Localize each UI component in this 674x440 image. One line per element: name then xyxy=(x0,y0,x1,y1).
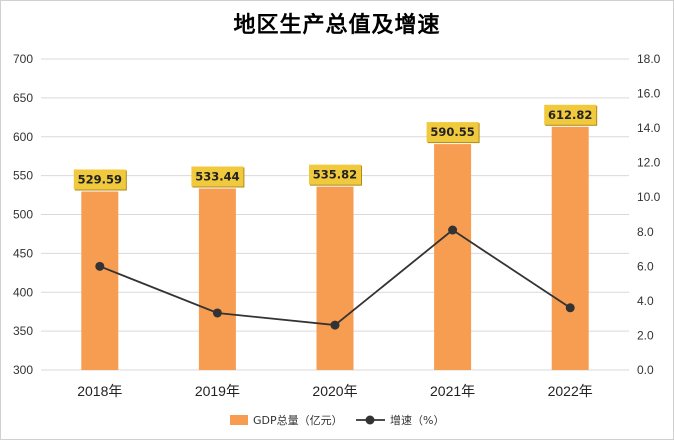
x-category-label: 2022年 xyxy=(548,383,593,399)
data-label-box xyxy=(309,164,361,185)
legend-swatch-gdp xyxy=(230,415,248,425)
growth-point xyxy=(565,303,575,313)
growth-point xyxy=(212,308,222,318)
y-right-tick-label: 18.0 xyxy=(637,52,661,66)
y-left-tick-label: 700 xyxy=(13,52,33,66)
y-right-tick-label: 4.0 xyxy=(637,294,654,308)
y-left-tick-label: 550 xyxy=(13,169,33,183)
data-label: 529.59 xyxy=(78,172,122,186)
data-label-box xyxy=(426,122,479,143)
gdp-bar xyxy=(316,186,354,370)
y-left-tick-label: 300 xyxy=(13,363,33,377)
growth-point xyxy=(448,225,458,235)
data-label: 533.44 xyxy=(195,170,239,184)
data-label: 612.82 xyxy=(548,108,592,122)
y-right-tick-label: 8.0 xyxy=(637,225,654,239)
y-left-tick-label: 500 xyxy=(13,208,33,222)
y-right-tick-label: 12.0 xyxy=(637,156,661,170)
gdp-bar xyxy=(551,126,589,371)
x-category-label: 2020年 xyxy=(312,383,357,399)
y-left-tick-label: 350 xyxy=(13,324,33,338)
y-right-tick-label: 14.0 xyxy=(637,121,661,135)
x-category-label: 2021年 xyxy=(430,383,475,399)
data-label: 535.82 xyxy=(313,168,357,182)
legend-label-gdp: GDP总量（亿元） xyxy=(253,413,343,427)
x-category-label: 2018年 xyxy=(77,383,122,399)
y-left-tick-label: 450 xyxy=(13,246,33,260)
growth-point xyxy=(95,261,105,271)
gdp-bar xyxy=(434,144,472,370)
y-left-tick-label: 400 xyxy=(13,285,33,299)
y-right-tick-label: 0.0 xyxy=(637,363,654,377)
legend-swatch-growth-point xyxy=(365,415,375,425)
y-right-tick-label: 16.0 xyxy=(637,87,661,101)
y-right-tick-label: 2.0 xyxy=(637,328,654,342)
y-left-tick-label: 650 xyxy=(13,91,33,105)
y-right-tick-label: 6.0 xyxy=(637,259,654,273)
data-label: 590.55 xyxy=(430,125,474,139)
chart-title: 地区生产总值及增速 xyxy=(233,12,441,38)
gdp-bar xyxy=(198,188,236,370)
growth-point xyxy=(330,320,340,330)
data-label-box xyxy=(73,169,126,190)
data-label-box xyxy=(191,166,244,187)
y-left-tick-label: 600 xyxy=(13,130,33,144)
gdp-bar xyxy=(81,191,119,370)
y-right-tick-label: 10.0 xyxy=(637,190,661,204)
data-label-box xyxy=(544,104,597,125)
legend-label-growth: 增速（%） xyxy=(390,413,444,427)
x-category-label: 2019年 xyxy=(195,383,240,399)
